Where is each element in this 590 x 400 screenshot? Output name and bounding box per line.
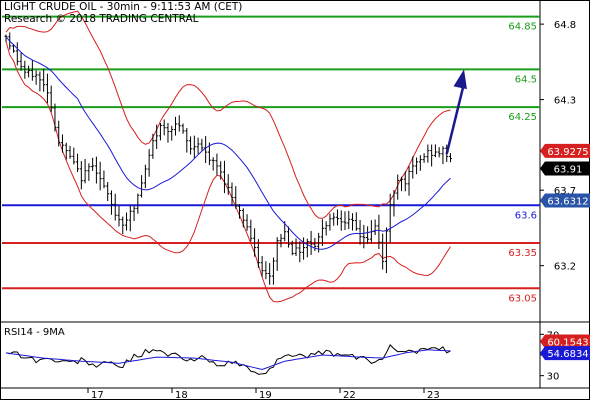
chart-subtitle: Research © 2018 TRADING CENTRAL [4,13,199,25]
rsi-tag-1-bg [540,346,590,361]
rsi-series-rsi14 [5,344,451,375]
price-tag-0-label: 63.9275 [547,147,588,158]
forecast-arrowhead [453,69,467,90]
forecast-arrow-shaft [445,83,466,155]
bollinger-upper [5,10,451,219]
level-label-1: 64.5 [515,74,537,85]
level-label-2: 64.25 [508,112,537,123]
level-label-4: 63.35 [508,248,537,259]
price-tag-2-label: 63.6312 [547,197,588,208]
price-tag-1-label: 63.91 [554,164,583,175]
price-tag-0-bg [540,143,590,158]
rsi-tag-1-label: 54.6834 [547,349,588,360]
rsi-title: RSI14 - 9MA [4,327,65,338]
price-tick-label-0: 63.2 [554,262,576,273]
price-tag-2-bg [540,193,590,208]
level-label-0: 64.85 [508,22,537,33]
time-tick-label-0: 17 [91,390,104,400]
rsi-series-9ma [5,349,451,371]
time-tick-label-3: 22 [343,390,356,400]
price-tick-label-1: 63.7 [554,186,576,197]
rsi-tag-0-label: 60.1543 [547,338,588,349]
bollinger-lower [5,41,451,303]
price-tick-label-2: 64.3 [554,96,576,107]
level-label-5: 63.05 [508,293,537,304]
time-tick-label-4: 23 [427,390,440,400]
time-tick-label-1: 18 [175,390,188,400]
price-tick-label-3: 64.8 [554,20,576,31]
moving-average [5,36,451,250]
chart-title: LIGHT CRUDE OIL - 30min - 9:11:53 AM (CE… [4,1,243,13]
rsi-tag-0-bg [540,334,590,349]
rsi-tick-label-2: 30 [547,372,560,383]
time-tick-label-2: 19 [259,390,272,400]
price-tag-1-bg [540,161,590,176]
level-label-3: 63.6 [515,210,537,221]
